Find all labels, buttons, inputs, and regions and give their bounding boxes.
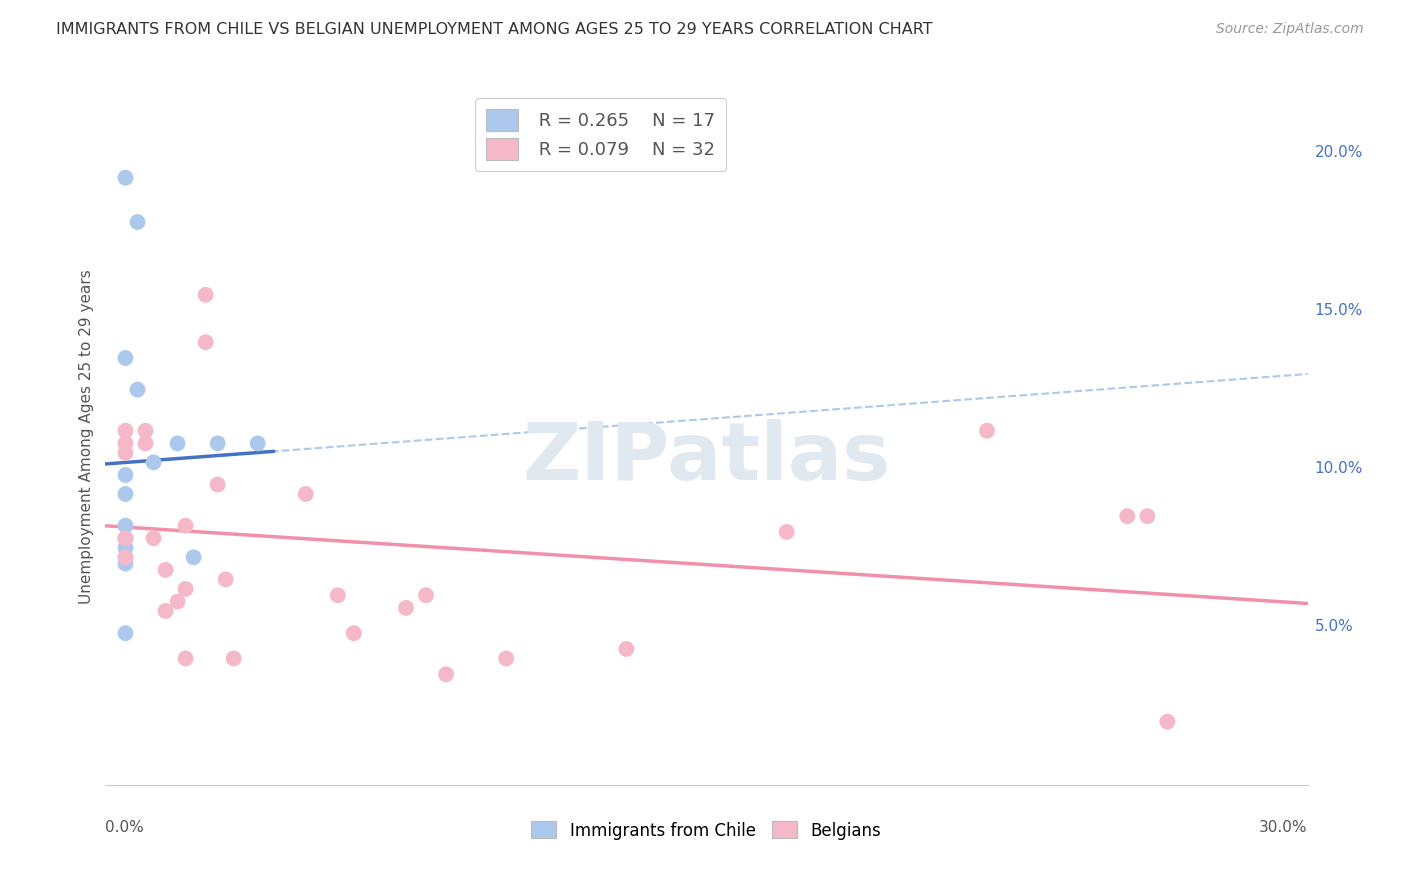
Point: [616, 642, 638, 657]
Point: [142, 531, 165, 545]
Point: [135, 436, 157, 450]
Point: [114, 531, 136, 545]
Point: [114, 518, 136, 533]
Point: [1156, 714, 1178, 729]
Point: [194, 287, 217, 301]
Point: [174, 518, 197, 533]
Point: [194, 335, 217, 350]
Point: [114, 351, 136, 365]
Text: 0.0%: 0.0%: [105, 820, 145, 835]
Point: [114, 626, 136, 640]
Point: [114, 436, 136, 450]
Point: [114, 468, 136, 483]
Point: [246, 436, 269, 450]
Point: [207, 436, 229, 450]
Point: [295, 487, 318, 501]
Point: [415, 588, 437, 602]
Point: [343, 626, 366, 640]
Point: [495, 651, 517, 665]
Point: [155, 563, 177, 577]
Point: [326, 588, 349, 602]
Point: [127, 215, 149, 229]
Point: [395, 600, 418, 615]
Point: [114, 531, 136, 545]
Point: [114, 541, 136, 555]
Point: [222, 651, 245, 665]
Point: [174, 582, 197, 596]
Point: [127, 383, 149, 397]
Point: [174, 651, 197, 665]
Point: [114, 550, 136, 565]
Text: IMMIGRANTS FROM CHILE VS BELGIAN UNEMPLOYMENT AMONG AGES 25 TO 29 YEARS CORRELAT: IMMIGRANTS FROM CHILE VS BELGIAN UNEMPLO…: [56, 22, 932, 37]
Legend: Immigrants from Chile, Belgians: Immigrants from Chile, Belgians: [524, 814, 889, 847]
Point: [155, 604, 177, 618]
Point: [1136, 509, 1159, 524]
Point: [166, 594, 188, 608]
Point: [114, 446, 136, 460]
Point: [1116, 509, 1139, 524]
Point: [114, 170, 136, 185]
Text: 20.0%: 20.0%: [1315, 145, 1362, 160]
Point: [976, 424, 998, 438]
Point: [434, 667, 457, 681]
Point: [114, 557, 136, 571]
Text: 5.0%: 5.0%: [1315, 619, 1353, 634]
Point: [114, 550, 136, 565]
Point: [114, 424, 136, 438]
Text: 30.0%: 30.0%: [1260, 820, 1308, 835]
Point: [135, 424, 157, 438]
Text: ZIPatlas: ZIPatlas: [523, 419, 890, 497]
Y-axis label: Unemployment Among Ages 25 to 29 years: Unemployment Among Ages 25 to 29 years: [79, 269, 94, 605]
Point: [142, 455, 165, 469]
Text: 15.0%: 15.0%: [1315, 303, 1362, 318]
Point: [214, 573, 236, 587]
Point: [776, 524, 799, 539]
Text: Source: ZipAtlas.com: Source: ZipAtlas.com: [1216, 22, 1364, 37]
Point: [207, 477, 229, 491]
Point: [114, 487, 136, 501]
Point: [183, 550, 205, 565]
Text: 10.0%: 10.0%: [1315, 461, 1362, 476]
Point: [166, 436, 188, 450]
